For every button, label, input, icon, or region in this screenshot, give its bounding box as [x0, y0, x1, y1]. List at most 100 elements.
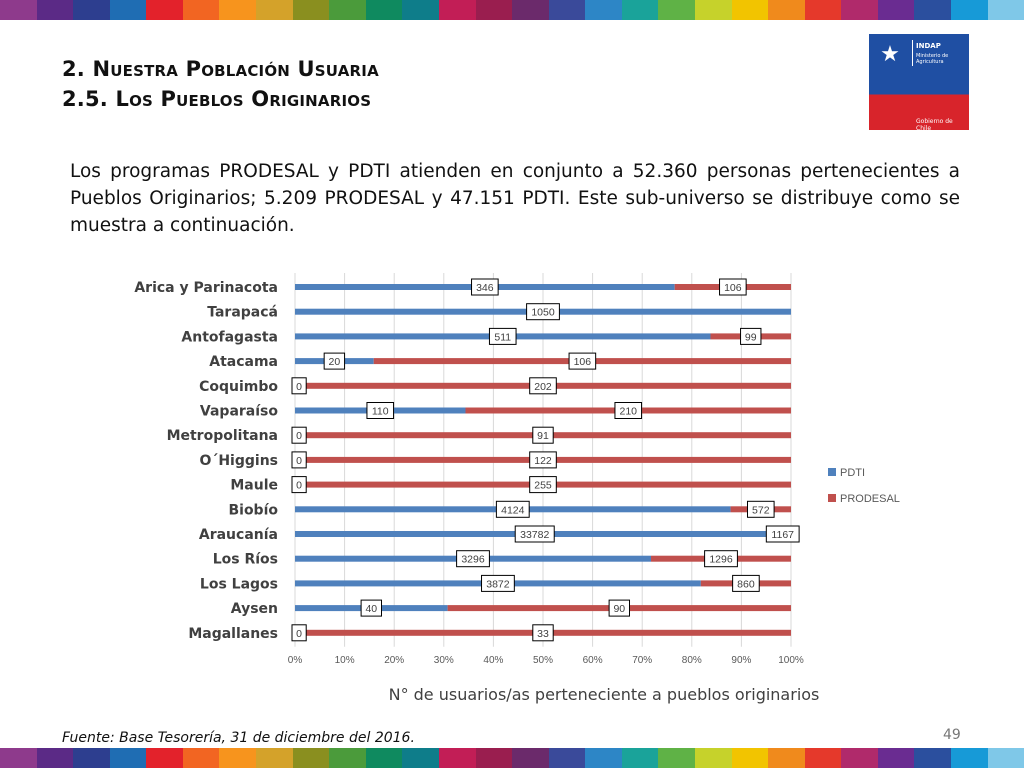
- logo-divider: [912, 40, 913, 66]
- data-label-prodesal-box: [765, 525, 800, 543]
- stripe-segment: [475, 0, 513, 20]
- stripe-segment: [951, 0, 988, 20]
- data-label-prodesal-box: [704, 550, 738, 568]
- x-tick-label: 80%: [682, 655, 702, 666]
- legend-label: PDTI: [840, 467, 865, 479]
- data-label-pdti-box: [291, 451, 307, 469]
- data-label-prodesal: 255: [534, 480, 552, 492]
- stripe-segment: [0, 748, 37, 768]
- data-label-pdti: 33782: [520, 529, 549, 541]
- stripe-segment: [694, 0, 732, 20]
- stripe-segment: [182, 748, 220, 768]
- data-label-pdti-box: [488, 327, 517, 345]
- stripe-segment: [36, 0, 74, 20]
- stripe-segment: [73, 748, 110, 768]
- stripe-segment: [146, 0, 183, 20]
- stripe-segment: [182, 0, 220, 20]
- x-axis-title: N° de usuarios/as perteneciente a pueblo…: [389, 685, 820, 704]
- data-label-pdti-box: [456, 550, 490, 568]
- category-label: Biobío: [228, 502, 278, 518]
- data-label-pdti: 3872: [486, 578, 510, 590]
- data-label-prodesal: 202: [534, 381, 552, 393]
- data-label-prodesal: 210: [619, 406, 637, 418]
- data-label-prodesal: 1167: [771, 529, 794, 541]
- data-label-prodesal-box: [719, 278, 747, 296]
- data-label-pdti: 0: [296, 430, 302, 442]
- bottom-color-stripe: [0, 748, 1024, 768]
- title-line-1: 2. Nuestra Población Usuaria: [62, 57, 379, 81]
- stripe-segment: [804, 0, 842, 20]
- data-label-prodesal-box: [532, 426, 554, 444]
- data-label-pdti: 0: [296, 628, 302, 640]
- data-label-prodesal-box: [529, 451, 557, 469]
- stripe-segment: [256, 0, 293, 20]
- data-label-pdti: 346: [476, 282, 494, 294]
- data-label-pdti-box: [366, 402, 395, 419]
- stripe-segment: [841, 748, 878, 768]
- x-tick-label: 10%: [335, 655, 355, 666]
- stripe-segment: [804, 748, 842, 768]
- data-label-pdti-box: [471, 278, 499, 296]
- category-label: Coquimbo: [199, 379, 278, 395]
- data-label-prodesal-box: [608, 599, 631, 617]
- legend-swatch: [828, 494, 836, 502]
- data-label-prodesal: 91: [537, 430, 549, 442]
- data-label-pdti: 40: [365, 603, 377, 615]
- stripe-segment: [914, 748, 952, 768]
- category-label: Maule: [230, 478, 278, 494]
- data-label-pdti: 0: [296, 455, 302, 467]
- stripe-segment: [731, 0, 769, 20]
- data-label-pdti-box: [495, 500, 530, 518]
- data-label-prodesal-box: [529, 377, 557, 395]
- indap-logo: ★ INDAP Ministerio de Agricultura Gobier…: [869, 34, 969, 132]
- category-label: Los Ríos: [213, 552, 278, 568]
- data-label-pdti-box: [291, 426, 307, 444]
- stripe-segment: [987, 0, 1024, 20]
- stripe-segment: [877, 0, 915, 20]
- stripe-segment: [329, 0, 366, 20]
- page-number: 49: [943, 727, 961, 743]
- stripe-segment: [329, 748, 366, 768]
- stripe-segment: [292, 748, 330, 768]
- data-label-prodesal: 106: [724, 282, 742, 294]
- stripe-segment: [548, 0, 586, 20]
- stripe-segment: [219, 0, 257, 20]
- stripe-segment: [512, 748, 549, 768]
- data-label-pdti-box: [291, 624, 307, 642]
- data-label-prodesal: 122: [534, 455, 552, 467]
- data-label-prodesal-box: [732, 574, 760, 592]
- stripe-segment: [73, 0, 110, 20]
- category-label: Magallanes: [188, 626, 278, 642]
- data-label-pdti-box: [360, 599, 383, 617]
- data-label-prodesal-box: [529, 476, 557, 494]
- data-label-pdti: 0: [296, 381, 302, 393]
- stripe-segment: [694, 748, 732, 768]
- data-label-prodesal: 33: [537, 628, 549, 640]
- legend-swatch: [828, 468, 836, 476]
- stripe-segment: [951, 748, 988, 768]
- stripe-segment: [365, 748, 403, 768]
- intro-paragraph: Los programas PRODESAL y PDTI atienden e…: [70, 161, 960, 236]
- legend-label: PRODESAL: [840, 493, 900, 505]
- stripe-segment: [768, 748, 805, 768]
- stripe-segment: [438, 748, 476, 768]
- x-tick-label: 60%: [583, 655, 603, 666]
- stripe-segment: [402, 0, 439, 20]
- title-line-2: 2.5. Los Pueblos Originarios: [62, 87, 372, 111]
- stripe-segment: [621, 748, 659, 768]
- stripe-segment: [585, 0, 622, 20]
- data-label-pdti-box: [291, 476, 307, 494]
- data-label-pdti-box: [526, 303, 560, 321]
- category-label: Arica y Parinacota: [134, 280, 278, 296]
- stripe-segment: [219, 748, 257, 768]
- stripe-segment: [658, 748, 695, 768]
- data-label-prodesal-box: [746, 500, 775, 518]
- category-label: Metropolitana: [167, 428, 278, 444]
- data-label-prodesal: 1296: [709, 554, 733, 566]
- data-label-prodesal: 90: [613, 603, 625, 615]
- top-color-stripe: [0, 0, 1024, 20]
- x-tick-label: 30%: [434, 655, 454, 666]
- stripe-segment: [621, 0, 659, 20]
- stripe-segment: [548, 748, 586, 768]
- logo-government: Gobierno de Chile: [916, 118, 953, 132]
